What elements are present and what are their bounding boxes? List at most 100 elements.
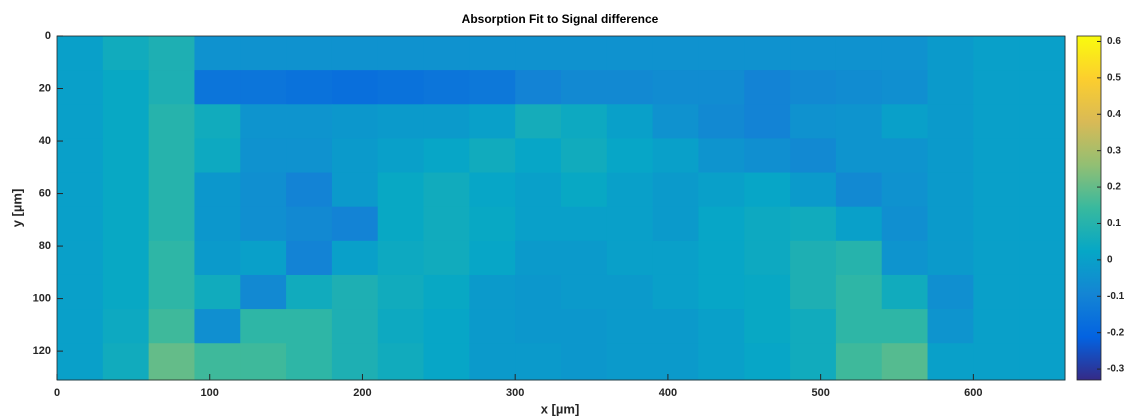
heatmap-cell [148,309,195,344]
heatmap-cell [194,274,241,310]
heatmap-cell [469,343,516,381]
heatmap [57,36,1066,381]
heatmap-cell [148,104,195,139]
heatmap-cell [927,36,974,71]
heatmap-cell [973,309,1020,344]
heatmap-cell [835,240,883,276]
heatmap-cell [973,104,1020,139]
heatmap-cell [881,240,929,276]
colorbar-tick-label: -0.3 [1107,364,1125,375]
heatmap-cell [286,138,333,174]
heatmap-cell [377,138,425,174]
heatmap-cell [606,274,654,310]
heatmap-cell [561,343,608,381]
heatmap-cell [469,274,516,310]
heatmap-cell [927,343,974,381]
heatmap-cell [561,309,608,344]
heatmap-cell [652,309,699,344]
heatmap-cell [790,138,837,174]
heatmap-cell [57,206,104,242]
heatmap-cell [790,36,837,71]
heatmap-cell [1019,206,1066,242]
heatmap-cell [148,36,195,71]
heatmap-cell [652,70,699,105]
heatmap-cell [286,274,333,310]
heatmap-cell [790,309,837,344]
heatmap-cell [835,274,883,310]
heatmap-cell [652,206,699,242]
colorbar-tick-label: 0.6 [1107,36,1121,47]
heatmap-cell [515,343,562,381]
heatmap-cell [835,70,883,105]
heatmap-cell [698,206,745,242]
heatmap-cell [515,309,562,344]
plot-frame [56,35,1066,381]
heatmap-cell [286,206,333,242]
heatmap-cell [102,138,150,174]
heatmap-cell [561,274,608,310]
heatmap-cell [927,274,974,310]
heatmap-cell [240,138,287,174]
heatmap-cell [331,70,379,105]
heatmap-cell [469,70,516,105]
heatmap-cell [377,172,425,208]
heatmap-cell [194,138,241,174]
heatmap-cell [744,309,791,344]
heatmap-cell [1019,36,1066,71]
heatmap-cell [423,343,470,381]
heatmap-cell [698,309,745,344]
heatmap-cell [286,70,333,105]
heatmap-cell [469,36,516,71]
heatmap-cell [927,138,974,174]
heatmap-cell [286,36,333,71]
heatmap-cell [148,274,195,310]
heatmap-cell [881,104,929,139]
heatmap-cell [881,309,929,344]
heatmap-cell [698,70,745,105]
heatmap-cell [698,104,745,139]
y-tick-label: 100 [33,293,51,305]
heatmap-cell [377,70,425,105]
heatmap-cell [57,104,104,139]
heatmap-cell [652,240,699,276]
heatmap-cell [286,240,333,276]
heatmap-cell [102,343,150,381]
heatmap-cell [331,274,379,310]
heatmap-cell [790,70,837,105]
heatmap-cell [698,240,745,276]
heatmap-cell [927,104,974,139]
heatmap-cell [973,206,1020,242]
heatmap-cell [606,104,654,139]
heatmap-cell [377,274,425,310]
heatmap-cell [102,36,150,71]
heatmap-cell [561,206,608,242]
heatmap-cell [1019,343,1066,381]
heatmap-cell [652,172,699,208]
heatmap-cell [973,274,1020,310]
heatmap-cell [57,172,104,208]
heatmap-cell [606,70,654,105]
heatmap-cell [1019,70,1066,105]
heatmap-cell [881,138,929,174]
x-tick-label: 0 [54,387,60,399]
heatmap-cell [744,206,791,242]
colorbar-tick-label: -0.1 [1107,291,1125,302]
colorbar-tick-label: 0.1 [1107,218,1121,229]
heatmap-cell [423,309,470,344]
heatmap-cell [240,274,287,310]
heatmap-cell [744,172,791,208]
heatmap-cell [881,206,929,242]
heatmap-cell [377,309,425,344]
heatmap-cell [515,104,562,139]
heatmap-cell [286,309,333,344]
heatmap-cell [102,104,150,139]
heatmap-cell [835,104,883,139]
heatmap-cell [973,138,1020,174]
heatmap-cell [652,343,699,381]
heatmap-cell [57,309,104,344]
heatmap-cell [377,343,425,381]
heatmap-cell [744,240,791,276]
heatmap-cell [423,36,470,71]
heatmap-cell [423,240,470,276]
heatmap-cell [561,70,608,105]
